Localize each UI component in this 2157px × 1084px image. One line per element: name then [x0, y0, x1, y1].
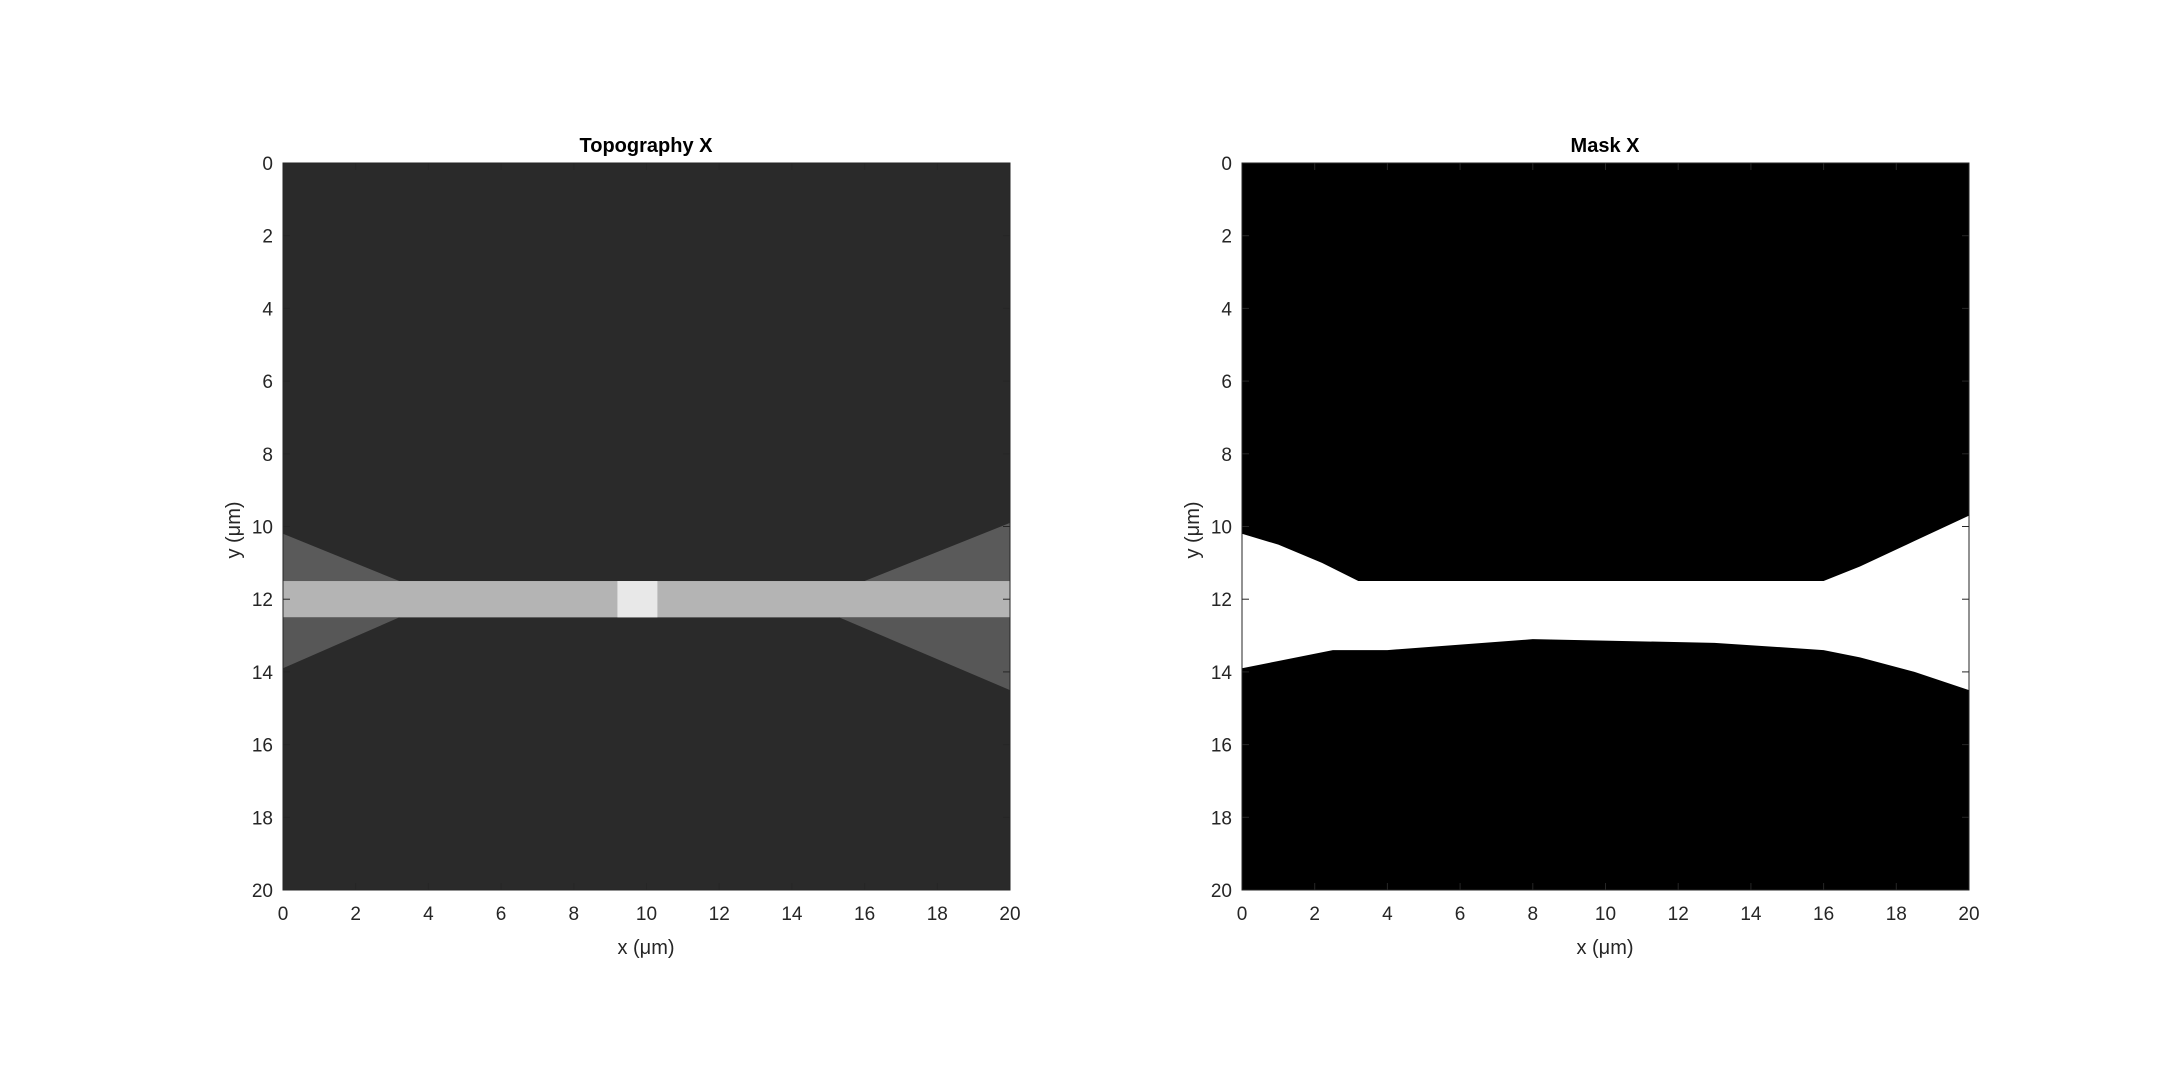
mask-x-image: [1242, 163, 1969, 890]
topography-x-x-ticks: 0 2 4 6 8 10 12 14 16 18 20: [278, 163, 1021, 925]
mask-x-x-ticks: 0 2 4 6 8 10 12 14 16 18 20: [1237, 163, 1980, 925]
topography-x-panel: Topography X 0 2 4 6 8 10 12 14 16 18 20 0 2 4 6 8 10 12…: [223, 135, 1021, 959]
y-tick-label: 10: [252, 518, 273, 539]
topography-x-title: Topography X: [580, 135, 714, 157]
x-tick-label: 6: [496, 904, 507, 925]
mask-region: [1242, 515, 1969, 691]
topography-x-axes-box: [282, 162, 1011, 891]
x-tick-label: 16: [854, 904, 875, 925]
x-tick-label: 18: [1886, 904, 1907, 925]
x-tick-label: 14: [1740, 904, 1762, 925]
y-tick-label: 20: [1211, 881, 1232, 902]
mask-background: [1242, 163, 1969, 890]
y-tick-label: 6: [1221, 372, 1232, 393]
y-tick-label: 2: [262, 227, 273, 248]
x-tick-label: 10: [1595, 904, 1616, 925]
y-tick-label: 12: [1211, 590, 1232, 611]
y-tick-label: 8: [1221, 445, 1232, 466]
topography-x-y-ticks: 0 2 4 6 8 10 12 14 16 18 20: [252, 154, 1010, 902]
upper-taper-region: [283, 522, 1010, 582]
y-tick-label: 16: [252, 736, 273, 757]
x-tick-label: 6: [1455, 904, 1466, 925]
topography-x-x-axis-label: x (μm): [617, 937, 674, 959]
y-tick-label: 18: [252, 808, 273, 829]
x-tick-label: 0: [278, 904, 289, 925]
y-tick-label: 6: [262, 372, 273, 393]
x-tick-label: 8: [1528, 904, 1539, 925]
x-tick-label: 20: [1958, 904, 1979, 925]
x-tick-label: 4: [1382, 904, 1393, 925]
y-tick-label: 20: [252, 881, 273, 902]
x-tick-label: 16: [1813, 904, 1834, 925]
mask-x-axes-box: [1241, 162, 1970, 891]
y-tick-label: 18: [1211, 808, 1232, 829]
y-tick-label: 14: [252, 663, 274, 684]
y-tick-label: 4: [262, 299, 273, 320]
x-tick-label: 2: [1309, 904, 1320, 925]
x-tick-label: 12: [1668, 904, 1689, 925]
x-tick-label: 2: [350, 904, 361, 925]
central-feature: [617, 581, 658, 618]
x-tick-label: 14: [781, 904, 803, 925]
x-tick-label: 8: [569, 904, 580, 925]
x-tick-label: 12: [709, 904, 730, 925]
lower-taper-region: [283, 617, 1010, 691]
y-tick-label: 0: [1221, 154, 1232, 175]
x-tick-label: 10: [636, 904, 657, 925]
topography-background: [283, 163, 1010, 890]
y-tick-label: 4: [1221, 299, 1232, 320]
x-tick-label: 0: [1237, 904, 1248, 925]
x-tick-label: 20: [999, 904, 1020, 925]
mask-x-x-axis-label: x (μm): [1576, 937, 1633, 959]
y-tick-label: 2: [1221, 227, 1232, 248]
y-tick-label: 0: [262, 154, 273, 175]
mask-x-title: Mask X: [1571, 135, 1641, 157]
topography-x-image: [283, 163, 1010, 890]
y-tick-label: 14: [1211, 663, 1233, 684]
y-tick-label: 10: [1211, 518, 1232, 539]
topography-x-y-axis-label: y (μm): [223, 501, 245, 558]
y-tick-label: 12: [252, 590, 273, 611]
x-tick-label: 4: [423, 904, 434, 925]
x-tick-label: 18: [927, 904, 948, 925]
y-tick-label: 16: [1211, 736, 1232, 757]
mask-x-y-axis-label: y (μm): [1182, 501, 1204, 558]
mask-x-panel: Mask X 0 2 4 6 8 10 12 14 16 18 20 0 2 4 6 8 10 12 14 16 18…: [1182, 135, 1980, 959]
y-tick-label: 8: [262, 445, 273, 466]
